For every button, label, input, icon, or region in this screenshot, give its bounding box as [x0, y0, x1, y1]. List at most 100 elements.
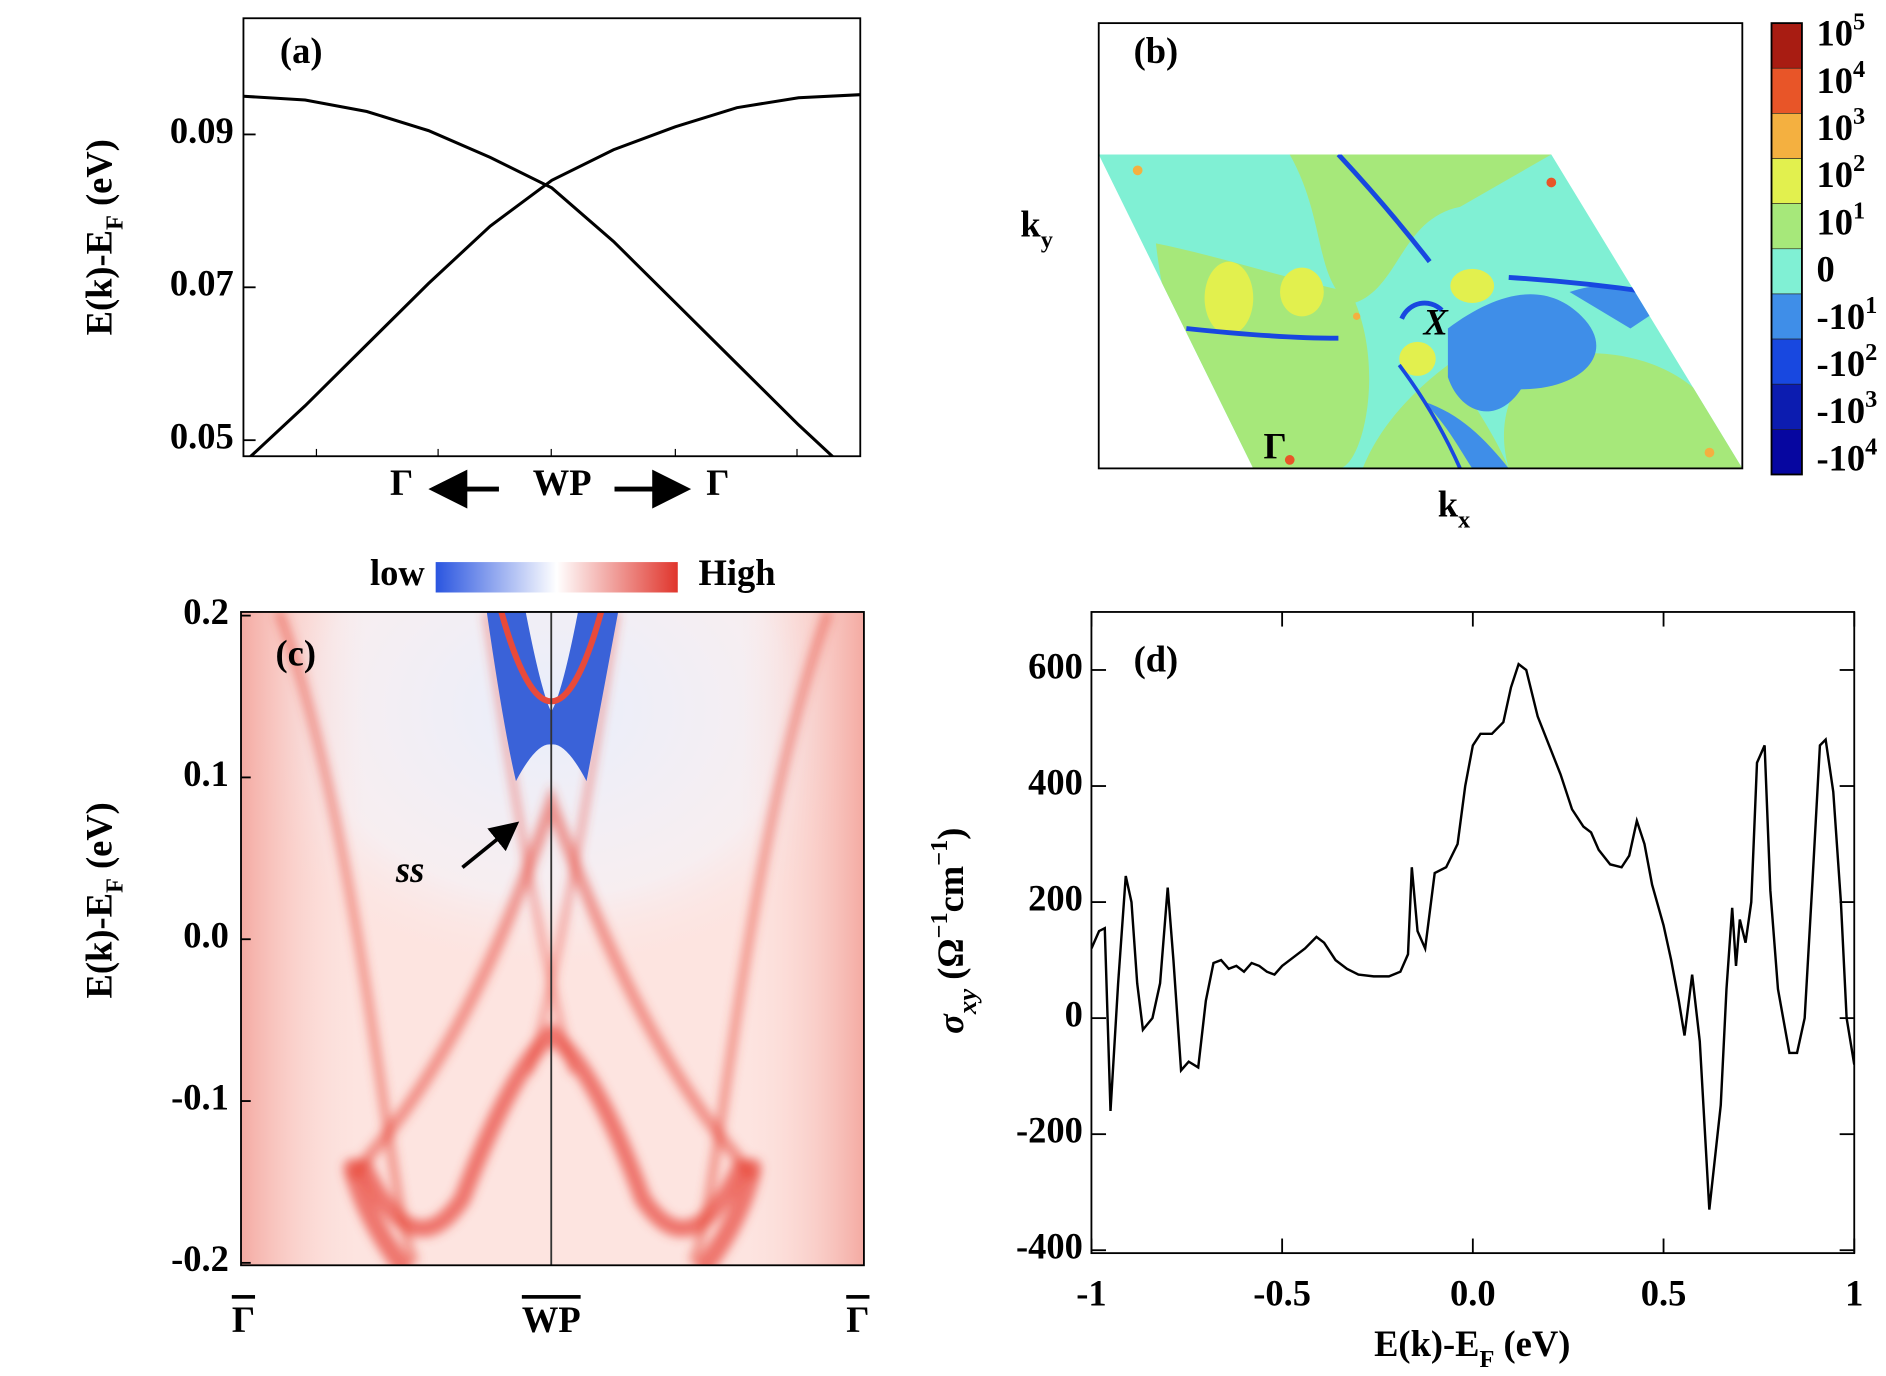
x-axis-label-part: (eV) [1494, 1323, 1570, 1364]
annotation: ss [395, 849, 424, 890]
plot-area [243, 93, 861, 457]
y-tick-label: -200 [1016, 1110, 1083, 1151]
colorbar-label-part: 1 [1853, 198, 1865, 225]
colorbar-label: low [370, 552, 425, 593]
panel-label: (a) [280, 30, 323, 71]
colorbar-label: -101 [1817, 292, 1878, 337]
x-axis-label: E(k)-EF (eV) [1374, 1323, 1570, 1373]
colorbar-label: 102 [1817, 150, 1866, 195]
y-tick-label: 200 [1028, 877, 1083, 918]
y-axis-label-part: E(k)-E [79, 230, 120, 335]
spectral-map [240, 562, 865, 1267]
y-axis-label-part: ) [931, 828, 972, 840]
plot-frame [1097, 22, 1744, 470]
colorbar-label: 101 [1817, 198, 1866, 243]
conductivity-line [1091, 662, 1855, 1210]
colorbar-label-part: 10 [1817, 155, 1853, 196]
x-axis-label-part: E(k)-E [1374, 1323, 1479, 1364]
colorbar-label-part: 10 [1817, 60, 1853, 101]
band-line [248, 93, 861, 457]
colorbar-label: 105 [1817, 9, 1866, 54]
x-tick-label: Γ [232, 1299, 255, 1340]
plot-frame [242, 17, 862, 458]
colorbar-segment [1771, 158, 1803, 204]
arrow [461, 821, 520, 869]
colorbar-frame [1770, 22, 1803, 476]
y-tick-label: 0.0 [183, 915, 229, 956]
colorbar-label: -102 [1817, 339, 1878, 384]
x-tick-label: -1 [1076, 1272, 1106, 1313]
colorbar-label: -104 [1817, 433, 1878, 478]
x-tick-label: 0.5 [1641, 1272, 1687, 1313]
y-axis-label: ky [1020, 204, 1052, 254]
colorbar-segment [1771, 338, 1803, 385]
x-axis-label: Γ [706, 462, 729, 503]
y-axis-label-part: −1 [926, 840, 953, 866]
colorbar-label-part: 2 [1853, 150, 1865, 177]
panel-label: (c) [276, 632, 317, 673]
colorbar-label-part: 4 [1853, 56, 1865, 83]
x-axis-label-part: F [1480, 1346, 1495, 1373]
colorbar-label-part: -10 [1817, 391, 1866, 432]
y-tick-label: 0.09 [170, 110, 234, 151]
x-tick-label: WP [522, 1299, 581, 1340]
y-axis-label: E(k)-EF (eV) [79, 139, 129, 335]
plot-area [1091, 662, 1855, 1210]
y-tick-label: -0.2 [171, 1238, 229, 1279]
y-tick-label: 400 [1028, 761, 1083, 802]
colorbar-segment [1771, 429, 1803, 475]
y-tick-label: -0.1 [171, 1076, 229, 1117]
y-axis-label-part: −1 [926, 912, 953, 938]
annotation: Γ [1264, 426, 1287, 467]
colorbar-label: 104 [1817, 56, 1866, 101]
annotation: X [1423, 301, 1450, 342]
y-axis-label-part: (eV) [79, 802, 120, 878]
y-axis-label-part: k [1020, 204, 1041, 245]
colorbar-label-part: 1 [1865, 292, 1877, 319]
x-axis-label: Γ [390, 462, 413, 503]
x-tick-label: Γ [846, 1299, 869, 1340]
colorbar-label-part: 3 [1865, 386, 1877, 413]
colorbar-label-part: 10 [1817, 202, 1853, 243]
y-axis-label: E(k)-EF (eV) [79, 802, 129, 998]
y-axis-label-part: E(k)-E [79, 893, 120, 998]
colorbar-label: High [698, 552, 775, 593]
x-axis-label-part: k [1438, 484, 1459, 525]
y-axis-label-part: y [1041, 227, 1053, 254]
y-axis-label-part: σ [931, 1013, 972, 1034]
colorbar-label-part: -10 [1817, 343, 1866, 384]
y-axis-label-part: F [102, 215, 129, 230]
minor-ticks [315, 448, 798, 457]
colorbar-segment [1771, 248, 1803, 295]
y-axis-label-part: (eV) [79, 139, 120, 215]
panel-label: (d) [1134, 638, 1179, 679]
colorbar-segment [1771, 293, 1803, 340]
y-tick-label: -400 [1016, 1226, 1083, 1267]
x-axis-label: WP [533, 462, 592, 503]
colorbar-label-part: 2 [1865, 339, 1877, 366]
y-tick-label: 0.07 [170, 263, 234, 304]
y-axis-label-part: (Ω [931, 938, 972, 989]
y-tick-label: 600 [1028, 645, 1083, 686]
colorbar-label-part: -10 [1817, 296, 1866, 337]
colorbar-label-part: 10 [1817, 13, 1853, 54]
colorbar-segment [1771, 203, 1803, 250]
panel-label: (b) [1134, 30, 1179, 71]
x-axis-label: kx [1438, 484, 1471, 534]
x-tick-label: 1 [1845, 1272, 1863, 1313]
x-tick-label: 0.0 [1450, 1272, 1496, 1313]
colorbar-label-part: -10 [1817, 438, 1866, 479]
colorbar-label-part: 3 [1853, 103, 1865, 130]
colorbar-segment [1771, 383, 1803, 430]
y-axis-label-part: F [102, 878, 129, 893]
colorbar-segment [1771, 113, 1803, 159]
colorbar-label-part: 4 [1865, 433, 1877, 460]
y-tick-label: 0 [1065, 994, 1083, 1035]
colorbar-label: 0 [1817, 249, 1835, 290]
y-tick-label: 0.1 [183, 753, 229, 794]
y-axis-label-part: xy [952, 989, 982, 1015]
y-tick-label: 0.2 [183, 591, 229, 632]
x-axis-label-part: x [1458, 507, 1471, 534]
colorbar-label-part: 5 [1853, 9, 1865, 36]
